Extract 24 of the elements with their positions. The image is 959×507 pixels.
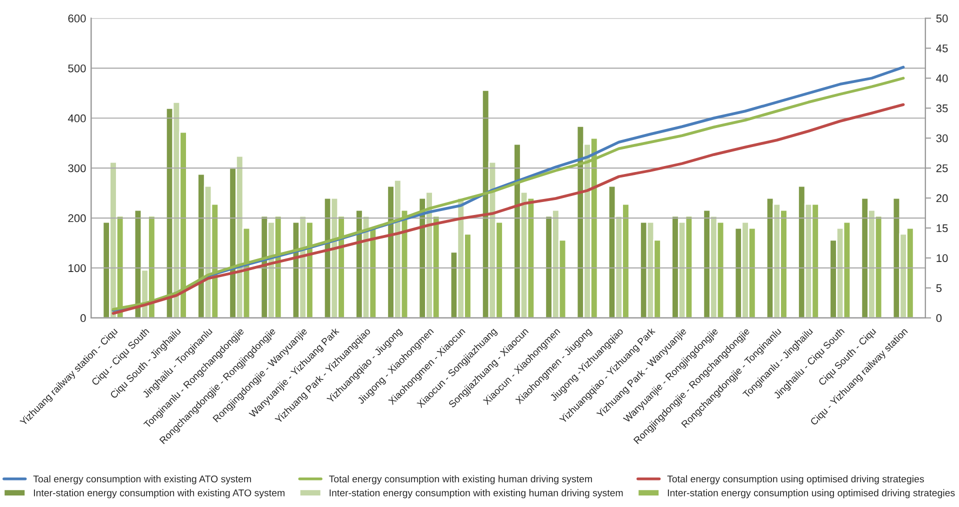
y-tick-label: 500 [68,64,86,72]
legend-label: Inter-station energy consumption with existing ATO system [34,489,284,498]
y2-tick-label: 10 [936,254,948,262]
legend-label: Toal energy consumption with existing ATO system [33,475,251,484]
y-tick-label: 200 [68,214,86,222]
y2-tick-label: 0 [936,314,942,322]
y2-tick-label: 5 [936,284,942,292]
legend-label: Total energy consumption using optimised driving strategies [667,475,924,484]
legend-label: Inter-station energy consumption using optimised driving strategies [668,489,955,498]
y-tick-label: 0 [80,314,86,322]
y2-tick-label: 40 [936,74,948,82]
y-tick-label: 100 [68,264,86,272]
legend-label: Inter-station energy consumption with existing human driving system [330,489,623,498]
legend-label: Total energy consumption with existing human driving system [329,475,592,484]
y2-tick-label: 45 [936,44,948,52]
y2-tick-label: 15 [936,224,948,232]
y2-tick-label: 35 [936,104,948,112]
y-tick-label: 300 [68,164,86,172]
y2-tick-label: 20 [936,194,948,202]
y2-tick-label: 50 [936,14,948,22]
y-tick-label: 400 [68,114,86,122]
y2-tick-label: 25 [936,164,948,172]
y2-tick-label: 30 [936,134,948,142]
y-tick-label: 600 [68,14,86,22]
